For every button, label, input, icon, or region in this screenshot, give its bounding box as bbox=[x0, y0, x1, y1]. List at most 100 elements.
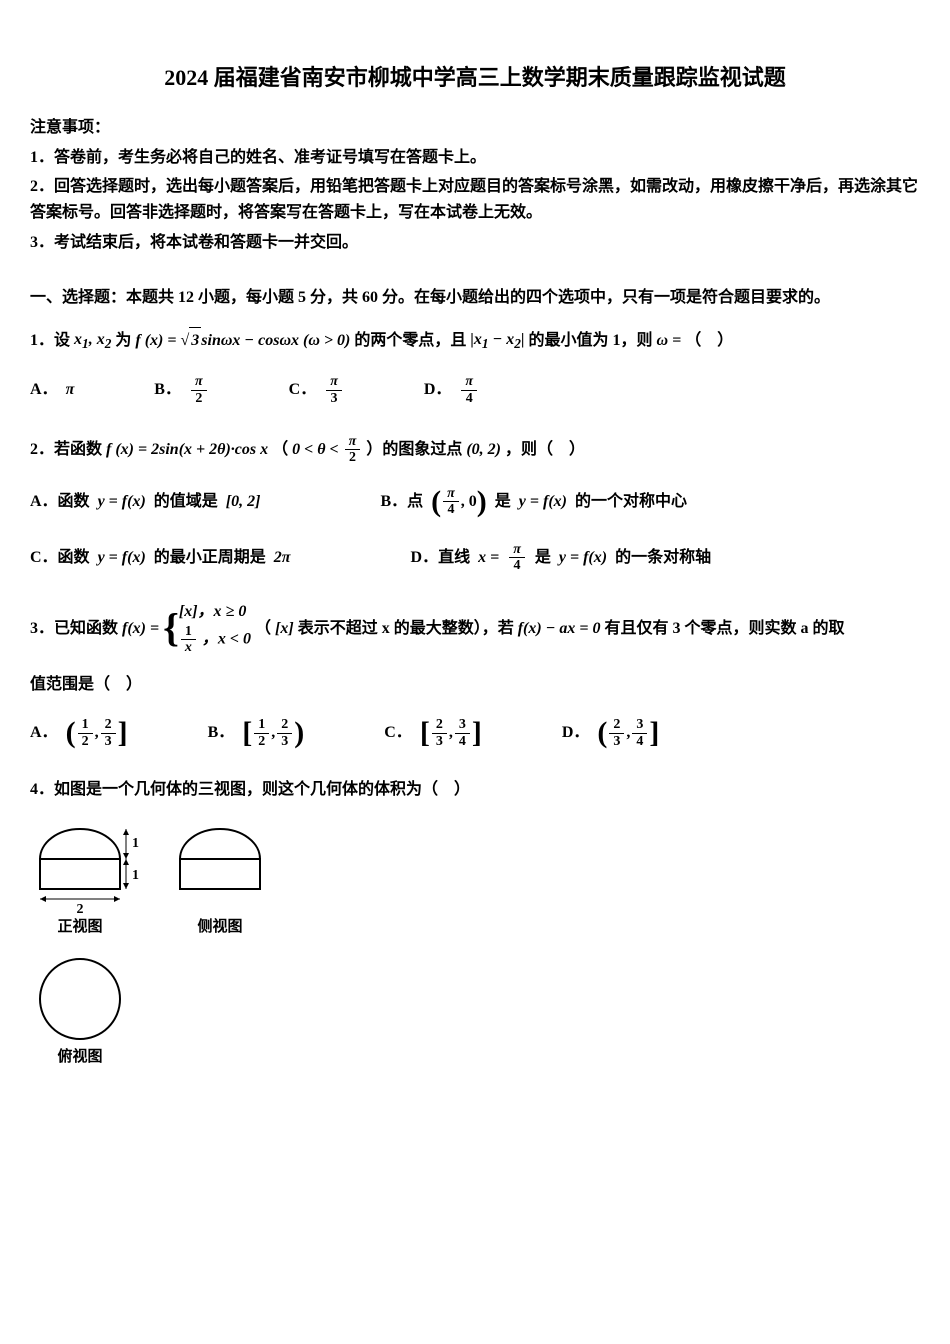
q1-optD-den: 4 bbox=[462, 391, 477, 406]
q1-mid1: 为 bbox=[115, 328, 131, 354]
q3-option-c: C． [ 23 , 34 ] bbox=[384, 717, 482, 749]
q2-optD-post: 的一条对称轴 bbox=[615, 545, 711, 571]
notice-header: 注意事项： bbox=[30, 115, 920, 141]
q3-optC-label: C． bbox=[384, 720, 412, 746]
q3-optD-r-den: 4 bbox=[632, 734, 647, 749]
q1-suffix: （ ） bbox=[685, 328, 733, 354]
q3-optA-l-num: 1 bbox=[78, 717, 93, 733]
q3-optD-r-num: 3 bbox=[632, 717, 647, 733]
q2-optD-x: x = bbox=[478, 545, 499, 571]
q2-suffix: ，则（ ） bbox=[505, 437, 585, 463]
question-4: 4．如图是一个几何体的三视图，则这个几何体的体积为（ ） 2 1 1 bbox=[30, 777, 920, 1087]
q2-optB-func: y = f(x) bbox=[519, 489, 567, 515]
q2-optA-interval: [0, 2] bbox=[226, 489, 261, 515]
q2-optC-mid: 的最小正周期是 bbox=[154, 545, 266, 571]
q2-optC-pre: C．函数 bbox=[30, 545, 90, 571]
q4-dim-h2: 1 bbox=[132, 868, 139, 883]
q3-optB-r-num: 2 bbox=[277, 717, 292, 733]
q2-optA-func: y = f(x) bbox=[98, 489, 146, 515]
q3-optB-l-num: 1 bbox=[254, 717, 269, 733]
q1-omega: ω = bbox=[657, 328, 682, 354]
q2-prefix: 2．若函数 bbox=[30, 437, 102, 463]
q1-mid3: 的最小值为 1，则 bbox=[529, 328, 653, 354]
q1-optD-frac: π 4 bbox=[461, 374, 477, 406]
q2-cond-l: （ bbox=[272, 437, 288, 463]
q1-optA-label: A． bbox=[30, 377, 58, 403]
q2-option-a: A．函数 y = f(x) 的值域是 [0, 2] bbox=[30, 489, 260, 515]
q3-optB-label: B． bbox=[208, 720, 235, 746]
q3-optA-r-num: 2 bbox=[101, 717, 116, 733]
q2-row2: C．函数 y = f(x) 的最小正周期是 2π D．直线 x = π 4 是 … bbox=[30, 542, 920, 574]
q3-bracket-x: [x] bbox=[275, 616, 294, 642]
q2-optD-pre: D．直线 bbox=[411, 545, 471, 571]
q1-optC-label: C． bbox=[289, 377, 317, 403]
q2-optA-pre: A．函数 bbox=[30, 489, 90, 515]
q2-optB-point: ( π 4 , 0 ) bbox=[431, 486, 487, 518]
q1-optC-num: π bbox=[326, 374, 342, 390]
q1-optC-frac: π 3 bbox=[326, 374, 342, 406]
exam-title: 2024 届福建省南安市柳城中学高三上数学期末质量跟踪监视试题 bbox=[30, 60, 920, 95]
q2-optB-zero: , 0 bbox=[461, 489, 477, 515]
q3-options: A． ( 12 , 23 ] B． [ 12 , 23 ) C． [ 23 bbox=[30, 717, 920, 749]
q2-cond-num: π bbox=[345, 434, 361, 450]
notice-section: 注意事项： 1．答卷前，考生务必将自己的姓名、准考证号填写在答题卡上。 2．回答… bbox=[30, 115, 920, 255]
q3-optD-l-num: 2 bbox=[609, 717, 624, 733]
q3-optC-r-num: 3 bbox=[455, 717, 470, 733]
q1-optD-label: D． bbox=[424, 377, 452, 403]
q3-optC-l-num: 2 bbox=[432, 717, 447, 733]
q1-options: A． π B． π 2 C． π 3 D． π 4 bbox=[30, 374, 920, 406]
q4-label-front: 正视图 bbox=[57, 917, 102, 935]
q2-optD-mid: 是 bbox=[535, 545, 551, 571]
q2-optC-func: y = f(x) bbox=[98, 545, 146, 571]
q3-bracket-note: 表示不超过 x 的最大整数），若 bbox=[298, 616, 514, 642]
q3-eq: f(x) − ax = 0 bbox=[518, 616, 601, 642]
q2-optD-den: 4 bbox=[510, 558, 525, 573]
q3-option-b: B． [ 12 , 23 ) bbox=[208, 717, 305, 749]
q1-var: x1, x2 bbox=[74, 327, 111, 355]
q1-option-d: D． π 4 bbox=[424, 374, 479, 406]
q3-mid: 有且仅有 3 个零点，则实数 a 的取 bbox=[605, 616, 845, 642]
q3-case1: [x]，x ≥ 0 bbox=[179, 601, 251, 623]
q4-dim-h1: 1 bbox=[132, 836, 139, 851]
q3-optD-label: D． bbox=[562, 720, 590, 746]
q2-optB-den: 4 bbox=[443, 502, 458, 517]
q4-diagram: 2 1 1 正视图 侧视图 俯视图 bbox=[30, 819, 920, 1088]
q2-cond-r: ）的图象过点 bbox=[366, 437, 462, 463]
q2-func: f (x) = 2sin(x + 2θ)·cos x bbox=[106, 437, 268, 463]
q1-option-a: A． π bbox=[30, 377, 74, 403]
q3-optC-l-den: 3 bbox=[432, 734, 447, 749]
q2-cond-den: 2 bbox=[345, 450, 360, 465]
section-1-header: 一、选择题：本题共 12 小题，每小题 5 分，共 60 分。在每小题给出的四个… bbox=[30, 285, 920, 311]
question-3: 3．已知函数 f(x) = { [x]，x ≥ 0 1 x ，x < 0 （ [… bbox=[30, 601, 920, 749]
q1-prefix: 1．设 bbox=[30, 328, 70, 354]
q1-optD-num: π bbox=[461, 374, 477, 390]
q3-prefix: 3．已知函数 bbox=[30, 616, 118, 642]
q4-dim-w: 2 bbox=[77, 902, 84, 917]
q1-abs: |x1 − x2| bbox=[470, 327, 524, 355]
q4-label-top: 俯视图 bbox=[57, 1047, 102, 1065]
q1-mid2: 的两个零点，且 bbox=[354, 328, 466, 354]
q3-option-a: A． ( 12 , 23 ] bbox=[30, 717, 128, 749]
q2-cond-frac: π 2 bbox=[345, 434, 361, 466]
q2-optB-mid: 是 bbox=[495, 489, 511, 515]
q3-option-d: D． ( 23 , 34 ] bbox=[562, 717, 660, 749]
q4-text: 4．如图是一个几何体的三视图，则这个几何体的体积为（ ） bbox=[30, 777, 920, 803]
q1-optB-num: π bbox=[191, 374, 207, 390]
q1-option-c: C． π 3 bbox=[289, 374, 344, 406]
q3-optB-l-den: 2 bbox=[254, 734, 269, 749]
q3-case2: 1 x ，x < 0 bbox=[179, 624, 251, 656]
q3-bracket-l: （ bbox=[255, 616, 271, 642]
q2-optB-post: 的一个对称中心 bbox=[575, 489, 687, 515]
q2-optA-post: 的值域是 bbox=[154, 489, 218, 515]
q3-line2: 值范围是（ ） bbox=[30, 672, 142, 698]
q3-optC-r-den: 4 bbox=[455, 734, 470, 749]
q2-option-d: D．直线 x = π 4 是 y = f(x) 的一条对称轴 bbox=[411, 542, 712, 574]
q3-optA-label: A． bbox=[30, 720, 58, 746]
q1-optC-den: 3 bbox=[327, 391, 342, 406]
q3-text: 3．已知函数 f(x) = { [x]，x ≥ 0 1 x ，x < 0 （ [… bbox=[30, 601, 920, 655]
q4-label-side: 侧视图 bbox=[197, 917, 242, 935]
q2-row1: A．函数 y = f(x) 的值域是 [0, 2] B．点 ( π 4 , 0 … bbox=[30, 486, 920, 518]
q1-option-b: B． π 2 bbox=[154, 374, 208, 406]
q2-optD-num: π bbox=[509, 542, 525, 558]
notice-item-1: 1．答卷前，考生务必将自己的姓名、准考证号填写在答题卡上。 bbox=[30, 145, 920, 171]
